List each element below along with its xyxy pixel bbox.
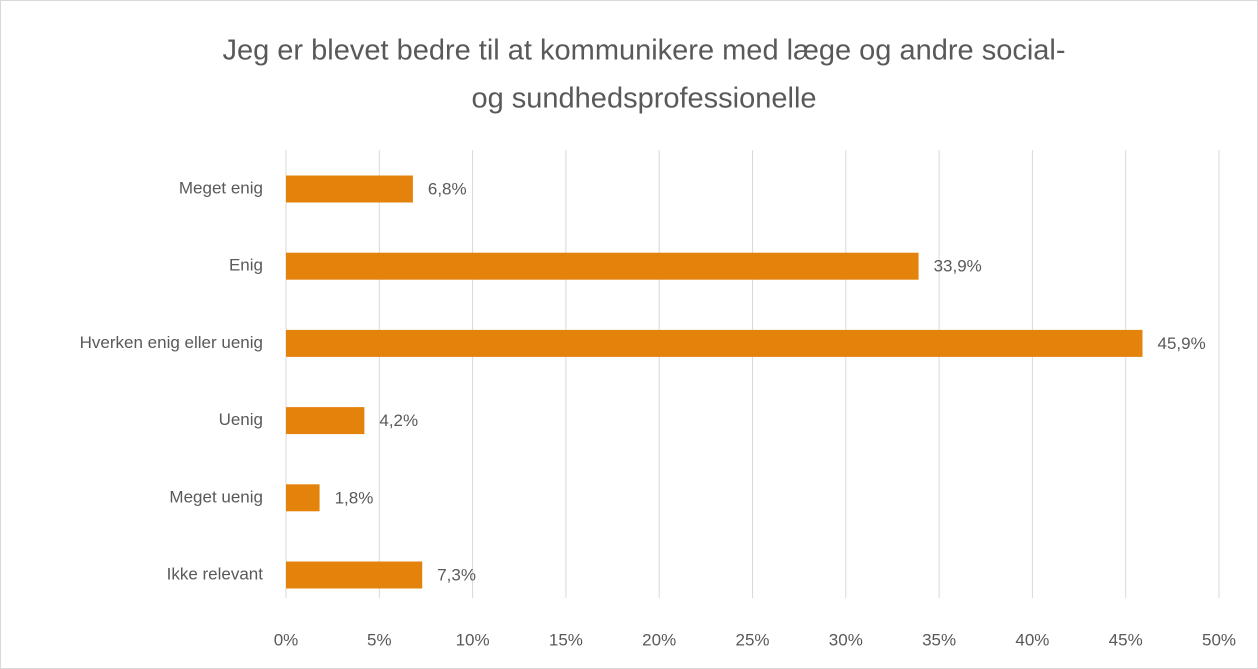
value-label: 6,8% bbox=[428, 179, 467, 198]
x-tick-label: 20% bbox=[642, 630, 676, 649]
bar bbox=[286, 484, 320, 512]
value-label: 7,3% bbox=[437, 565, 476, 584]
bar bbox=[286, 252, 919, 280]
chart-title: og sundhedsprofessionelle bbox=[471, 83, 816, 115]
x-tick-label: 5% bbox=[367, 630, 392, 649]
bar bbox=[286, 175, 413, 203]
category-label: Ikke relevant bbox=[167, 564, 264, 583]
x-tick-label: 25% bbox=[735, 630, 769, 649]
category-label: Hverken enig eller uenig bbox=[80, 333, 263, 352]
category-label: Uenig bbox=[219, 410, 263, 429]
x-tick-label: 50% bbox=[1202, 630, 1236, 649]
bar bbox=[286, 561, 423, 589]
bar bbox=[286, 329, 1143, 357]
x-tick-label: 15% bbox=[549, 630, 583, 649]
value-label: 1,8% bbox=[335, 488, 374, 507]
x-tick-label: 0% bbox=[274, 630, 299, 649]
x-tick-label: 35% bbox=[922, 630, 956, 649]
category-label: Meget uenig bbox=[169, 487, 263, 506]
value-label: 45,9% bbox=[1157, 334, 1205, 353]
x-tick-label: 45% bbox=[1109, 630, 1143, 649]
x-tick-label: 40% bbox=[1015, 630, 1049, 649]
category-label: Meget enig bbox=[179, 178, 263, 197]
value-label: 4,2% bbox=[379, 411, 418, 430]
category-label: Enig bbox=[229, 256, 263, 275]
x-tick-label: 10% bbox=[456, 630, 490, 649]
value-label: 33,9% bbox=[934, 257, 982, 276]
x-tick-label: 30% bbox=[829, 630, 863, 649]
bar bbox=[286, 407, 365, 435]
chart-title: Jeg er blevet bedre til at kommunikere m… bbox=[222, 35, 1065, 67]
